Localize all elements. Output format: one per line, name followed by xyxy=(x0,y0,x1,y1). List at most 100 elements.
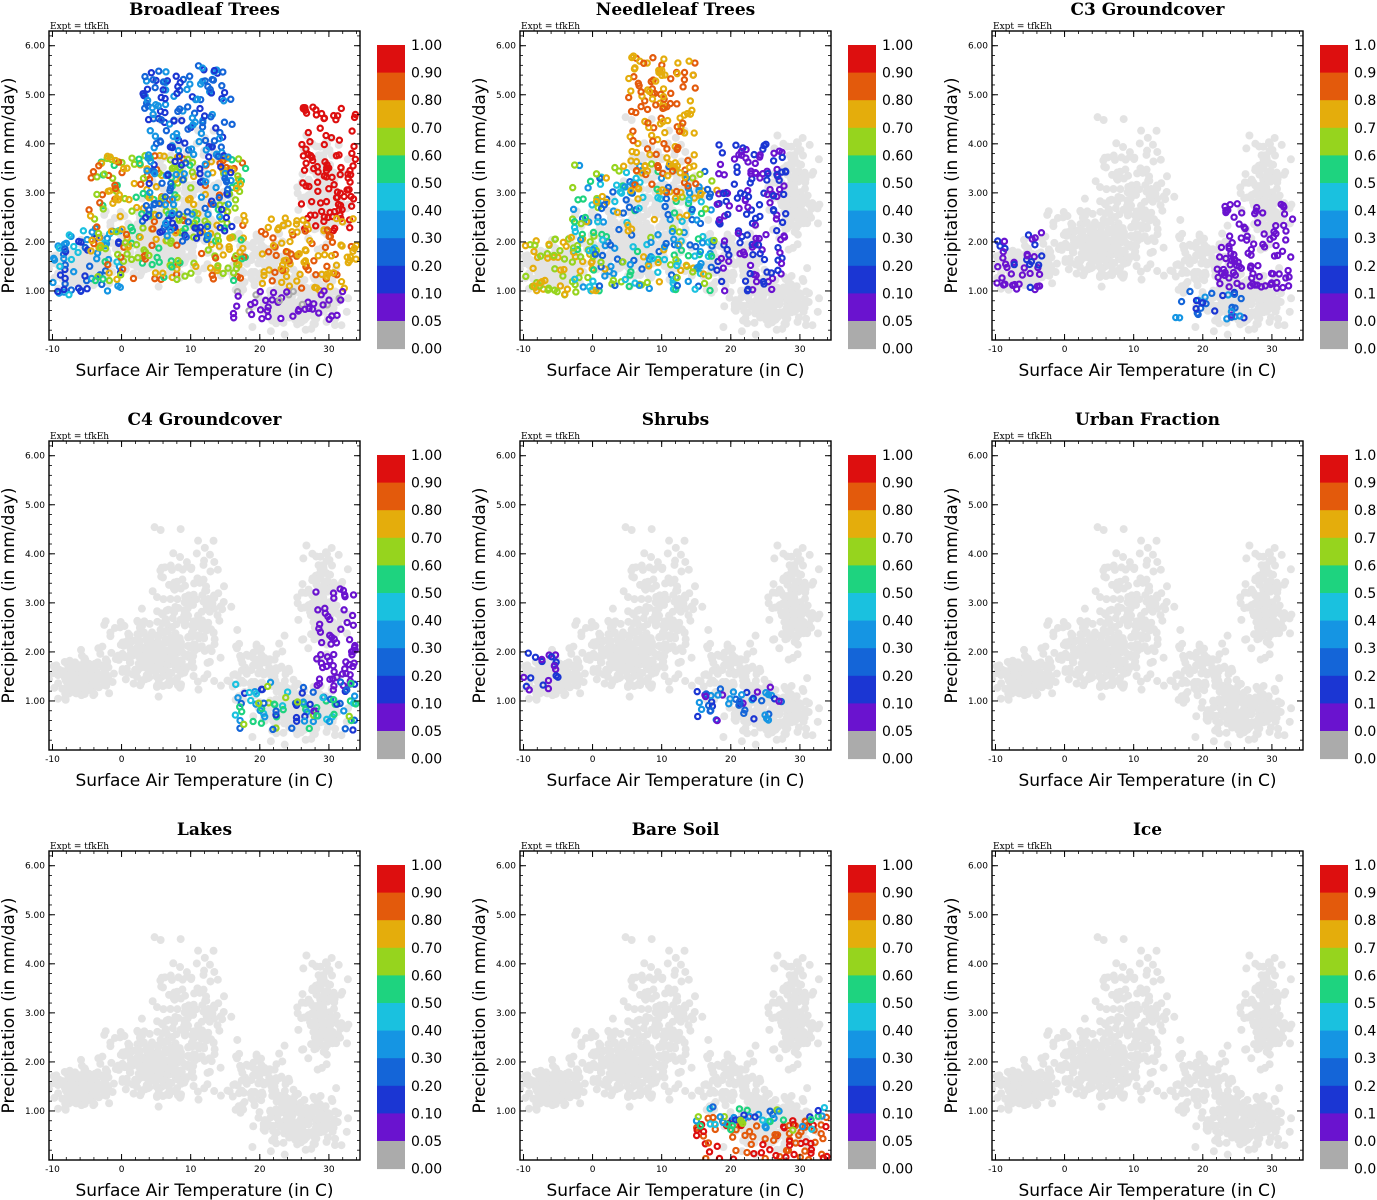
background-point xyxy=(607,254,616,263)
background-point xyxy=(1080,268,1089,277)
background-point xyxy=(1162,188,1171,197)
background-point xyxy=(793,230,802,239)
data-point xyxy=(586,238,594,246)
data-point xyxy=(161,193,169,201)
background-point xyxy=(808,321,817,330)
data-point xyxy=(293,217,301,225)
data-point xyxy=(179,176,187,184)
data-point xyxy=(128,154,136,162)
background-point xyxy=(1057,241,1066,250)
data-point xyxy=(696,170,704,178)
data-point xyxy=(91,276,100,285)
data-point xyxy=(560,265,568,274)
background-point xyxy=(1272,172,1281,181)
data-point xyxy=(332,214,341,223)
data-point xyxy=(330,181,338,189)
background-point xyxy=(768,178,777,187)
background-point xyxy=(1223,221,1232,230)
data-point xyxy=(350,142,358,151)
data-point xyxy=(65,231,73,239)
data-point xyxy=(1000,237,1009,246)
data-point xyxy=(571,275,579,283)
data-point xyxy=(267,215,276,223)
data-point xyxy=(260,268,268,276)
data-point xyxy=(670,235,678,243)
background-point xyxy=(266,286,275,295)
experiment-label: Expt = tfkEh xyxy=(50,22,109,32)
data-point xyxy=(292,220,301,228)
data-point xyxy=(305,182,313,191)
data-point xyxy=(685,163,694,172)
data-point xyxy=(667,89,675,98)
background-point xyxy=(791,190,800,199)
data-point xyxy=(698,239,707,247)
data-point xyxy=(666,99,675,108)
data-point xyxy=(167,226,175,234)
data-point xyxy=(118,158,126,167)
scatter-points xyxy=(49,62,360,339)
colorbar-segment xyxy=(377,155,405,184)
background-point xyxy=(1263,174,1272,183)
background-point xyxy=(1107,195,1116,204)
data-point xyxy=(706,190,715,198)
colorbar-label: 0.05 xyxy=(882,314,913,330)
data-point xyxy=(632,166,641,175)
data-point xyxy=(304,266,312,274)
data-point xyxy=(613,208,622,217)
data-point xyxy=(593,218,602,226)
data-point xyxy=(679,83,687,91)
data-point xyxy=(85,262,94,270)
colorbar-segment xyxy=(848,293,876,322)
background-point xyxy=(1143,146,1152,155)
data-point xyxy=(132,193,140,201)
data-point xyxy=(173,241,181,249)
background-point xyxy=(106,218,115,227)
data-point xyxy=(316,199,325,207)
data-point xyxy=(261,230,270,238)
x-axis-label: Surface Air Temperature (in C) xyxy=(546,361,804,381)
data-point xyxy=(634,79,643,88)
data-point xyxy=(635,281,644,290)
data-point xyxy=(662,194,671,203)
data-point xyxy=(697,189,705,198)
data-point xyxy=(672,187,681,196)
background-point xyxy=(1046,247,1055,256)
data-point xyxy=(224,264,232,272)
colorbar-segment xyxy=(848,45,876,74)
colorbar-label: 0.00 xyxy=(882,342,913,358)
background-point xyxy=(1266,166,1275,175)
data-point xyxy=(594,203,602,212)
background-point xyxy=(1196,236,1205,245)
data-point xyxy=(337,277,346,286)
data-point xyxy=(149,76,157,84)
data-point xyxy=(674,241,682,250)
background-point xyxy=(1042,266,1051,275)
data-point xyxy=(677,246,686,254)
background-point xyxy=(1068,248,1077,257)
data-point xyxy=(187,145,196,153)
data-point xyxy=(289,312,297,320)
data-point xyxy=(599,236,607,244)
data-point xyxy=(264,303,272,311)
background-point xyxy=(792,223,801,232)
background-point xyxy=(1145,172,1154,181)
data-point xyxy=(236,248,244,256)
data-point xyxy=(553,287,561,296)
background-point xyxy=(1072,269,1081,278)
data-point xyxy=(660,255,669,264)
background-point xyxy=(1256,295,1265,304)
background-point xyxy=(1050,238,1059,247)
data-point xyxy=(998,274,1006,282)
data-point xyxy=(178,116,186,125)
data-point xyxy=(168,263,176,271)
data-point xyxy=(96,199,104,207)
data-point xyxy=(238,255,246,263)
background-point xyxy=(1066,258,1075,267)
data-point xyxy=(707,206,715,214)
data-point xyxy=(713,266,721,274)
data-point xyxy=(597,204,606,213)
data-point xyxy=(338,205,346,214)
data-point xyxy=(592,170,601,178)
background-point xyxy=(1143,264,1152,273)
